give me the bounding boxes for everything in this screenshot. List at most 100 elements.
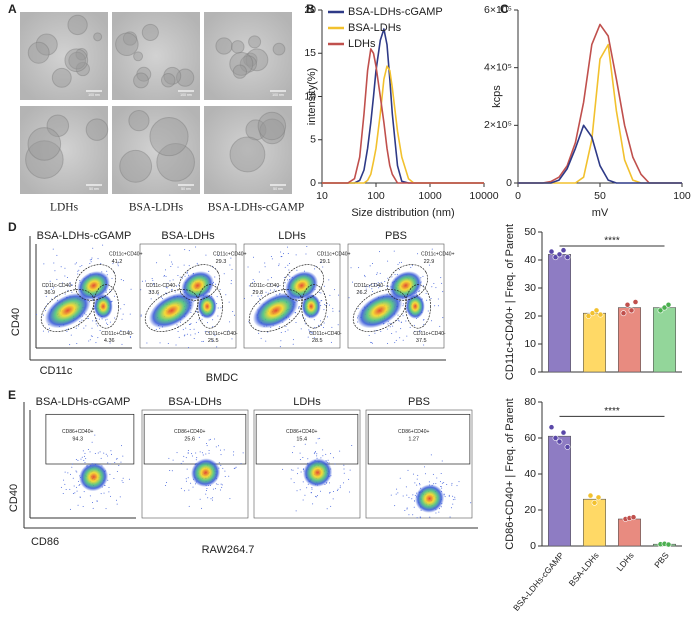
y-axis-label: CD40 [10, 308, 22, 336]
event-dot [202, 454, 204, 456]
gate-name: CD86+CD40+ [174, 429, 205, 435]
event-dot [401, 321, 403, 323]
event-dot [369, 265, 371, 267]
event-dot [140, 289, 142, 291]
event-dot [364, 286, 366, 288]
y-tick-label: 0 [506, 177, 512, 189]
event-dot [441, 482, 443, 484]
scale-bar-label: 100 nm [272, 93, 284, 97]
flow-frame [139, 243, 237, 349]
event-dot [253, 280, 255, 282]
event-dot [376, 273, 378, 275]
data-point [597, 311, 604, 318]
event-dot [293, 482, 295, 484]
line-series [322, 65, 484, 184]
gate [405, 284, 431, 329]
y-tick-label: 0 [310, 177, 316, 189]
event-dot [122, 477, 124, 479]
event-dot [389, 322, 391, 324]
event-dot [267, 279, 269, 281]
event-dot [270, 277, 272, 279]
event-dot [257, 295, 259, 297]
event-dot [218, 462, 220, 464]
event-dot [292, 343, 294, 345]
event-dot [188, 265, 190, 267]
event-dot [387, 323, 389, 325]
data-point [548, 248, 555, 255]
event-dot [62, 492, 64, 494]
event-dot [114, 317, 116, 319]
gate-value: 29.1 [320, 259, 331, 265]
y-axis-label: CD40 [8, 484, 20, 512]
y-tick-label: 30 [524, 282, 536, 294]
event-dot [185, 480, 187, 482]
tem-label: BSA-LDHs-cGAMP [208, 202, 304, 214]
event-dot [92, 320, 94, 322]
event-dot [265, 340, 267, 342]
bar [547, 435, 571, 547]
event-dot [372, 263, 374, 265]
event-dot [201, 341, 203, 343]
particle [67, 14, 88, 36]
event-dot [117, 261, 119, 263]
event-dot [184, 249, 186, 251]
particle [115, 32, 139, 57]
event-dot [45, 295, 47, 297]
particle [64, 48, 89, 73]
event-dot [214, 438, 216, 440]
event-dot [439, 325, 441, 327]
event-dot [317, 438, 319, 440]
event-dot [406, 507, 408, 509]
event-dot [280, 256, 282, 258]
event-dot [183, 335, 185, 337]
y-tick-label: 40 [524, 254, 536, 266]
event-dot [225, 294, 227, 296]
event-dot [267, 292, 269, 294]
event-dot [179, 276, 181, 278]
gate [248, 289, 303, 332]
tem-image [112, 12, 200, 100]
tem-label: BSA-LDHs [129, 202, 184, 214]
event-dot [96, 500, 98, 502]
event-dot [314, 268, 316, 270]
event-dot [64, 267, 66, 269]
particle [239, 55, 257, 73]
event-dot [112, 263, 114, 265]
event-dot [92, 247, 94, 249]
event-dot [319, 291, 321, 293]
event-dot [407, 469, 409, 471]
event-dot [402, 305, 404, 307]
event-dot [205, 453, 207, 455]
particle [27, 127, 62, 161]
event-dot [87, 317, 89, 319]
event-dot [212, 319, 214, 321]
event-dot [107, 455, 109, 457]
event-dot [278, 265, 280, 267]
event-dot [176, 452, 178, 454]
event-dot [252, 282, 254, 284]
event-dot [364, 274, 366, 276]
tem-image [204, 12, 292, 100]
event-dot [110, 495, 112, 497]
event-dot [220, 307, 222, 309]
event-dot [406, 494, 408, 496]
event-dot [470, 502, 472, 504]
tem-image [20, 106, 108, 194]
data-point [595, 494, 602, 501]
event-dot [215, 483, 217, 485]
event-dot [195, 321, 197, 323]
cell-label: BMDC [206, 372, 238, 384]
event-dot [216, 296, 218, 298]
event-dot [145, 280, 147, 282]
event-dot [74, 492, 76, 494]
event-dot [75, 327, 77, 329]
event-dot [110, 450, 112, 452]
event-dot [177, 284, 179, 286]
event-dot [223, 449, 225, 451]
data-point [556, 438, 563, 445]
event-dot [115, 499, 117, 501]
event-dot [94, 452, 96, 454]
event-dot [321, 299, 323, 301]
event-dot [308, 329, 310, 331]
event-dot [325, 453, 327, 455]
